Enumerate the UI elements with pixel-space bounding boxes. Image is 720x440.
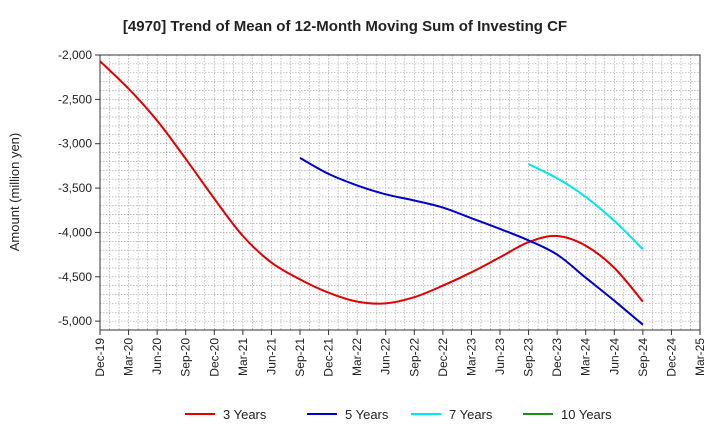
x-tick-label: Dec-24 xyxy=(664,338,678,377)
y-tick-label: -3,500 xyxy=(58,181,92,195)
plot-area xyxy=(100,55,700,330)
x-tick-label: Dec-21 xyxy=(322,338,336,377)
y-tick-label: -4,500 xyxy=(58,270,92,284)
legend-label: 7 Years xyxy=(449,407,493,422)
x-tick-label: Jun-23 xyxy=(493,338,507,375)
x-tick-label: Mar-25 xyxy=(693,338,707,376)
x-tick-label: Dec-22 xyxy=(436,338,450,377)
x-tick-label: Dec-20 xyxy=(207,338,221,377)
y-tick-label: -5,000 xyxy=(58,314,92,328)
plot-frame xyxy=(99,54,701,331)
x-tick-label: Mar-24 xyxy=(579,338,593,376)
x-tick-label: Sep-20 xyxy=(179,338,193,377)
x-tick-label: Dec-23 xyxy=(550,338,564,377)
x-axis: Dec-19 Mar-20 Jun-20 Sep-20 Dec-20 Mar-21 Jun-… xyxy=(93,330,707,377)
x-tick-label: Jun-22 xyxy=(379,338,393,375)
x-tick-label: Dec-19 xyxy=(93,338,107,377)
y-tick-label: -2,000 xyxy=(58,48,92,62)
series-line-7-years xyxy=(528,163,644,251)
series-line-3-years xyxy=(99,60,644,305)
x-tick-label: Sep-21 xyxy=(293,338,307,377)
y-axis-label: Amount (million yen) xyxy=(7,133,22,252)
series-layer xyxy=(99,60,644,326)
x-tick-label: Mar-20 xyxy=(122,338,136,376)
legend: 3 Years 5 Years 7 Years 10 Years xyxy=(185,407,612,422)
series-line-5-years xyxy=(299,157,644,326)
legend-label: 5 Years xyxy=(345,407,389,422)
legend-item-3-years: 3 Years xyxy=(185,407,267,422)
x-tick-label: Mar-23 xyxy=(464,338,478,376)
grid xyxy=(100,55,700,330)
legend-item-7-years: 7 Years xyxy=(411,407,493,422)
x-tick-label: Mar-22 xyxy=(350,338,364,376)
chart-title: [4970] Trend of Mean of 12-Month Moving … xyxy=(123,18,567,35)
legend-label: 3 Years xyxy=(223,407,267,422)
y-tick-label: -4,000 xyxy=(58,225,92,239)
legend-item-5-years: 5 Years xyxy=(307,407,389,422)
legend-label: 10 Years xyxy=(561,407,612,422)
x-tick-label: Jun-21 xyxy=(264,338,278,375)
x-tick-label: Sep-23 xyxy=(522,338,536,377)
y-tick-label: -2,500 xyxy=(58,92,92,106)
legend-item-10-years: 10 Years xyxy=(523,407,612,422)
x-tick-label: Sep-22 xyxy=(407,338,421,377)
y-axis: -2,000 -2,500 -3,000 -3,500 -4,000 -4,500 -5,0… xyxy=(58,48,100,328)
x-tick-label: Mar-21 xyxy=(236,338,250,376)
y-tick-label: -3,000 xyxy=(58,137,92,151)
x-tick-label: Jun-24 xyxy=(607,338,621,375)
x-tick-label: Jun-20 xyxy=(150,338,164,375)
x-tick-label: Sep-24 xyxy=(636,338,650,377)
